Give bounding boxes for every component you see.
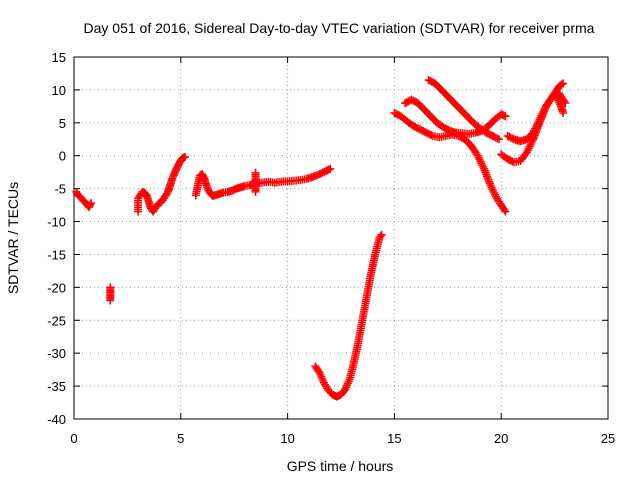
data-point [554, 96, 563, 105]
data-point [488, 185, 497, 194]
y-axis-label: SDTVAR / TECUs [5, 182, 21, 294]
x-tick-label: 0 [70, 431, 77, 446]
data-point [501, 112, 510, 121]
y-tick-label: -25 [47, 313, 66, 328]
data-point [490, 188, 499, 197]
x-tick-label: 25 [601, 431, 615, 446]
data-series-1 [72, 187, 96, 212]
data-point [552, 92, 561, 101]
y-tick-label: -35 [47, 379, 66, 394]
data-point [534, 117, 543, 126]
data-point [523, 146, 532, 155]
y-tick-label: 15 [52, 50, 66, 65]
data-point [326, 164, 335, 173]
data-point [522, 148, 531, 157]
y-tick-label: 0 [59, 149, 66, 164]
data-point [535, 115, 544, 124]
data-points [72, 76, 570, 401]
data-point [536, 113, 545, 122]
data-point [525, 142, 534, 151]
y-tick-label: -15 [47, 247, 66, 262]
y-tick-label: -5 [54, 182, 66, 197]
y-tick-label: -40 [47, 412, 66, 427]
data-point [181, 153, 190, 162]
data-series-3 [134, 153, 190, 216]
y-tick-label: -10 [47, 215, 66, 230]
data-point [474, 153, 483, 162]
data-point [475, 155, 484, 164]
data-point [427, 131, 436, 140]
data-point [529, 128, 538, 137]
data-point [540, 106, 549, 115]
data-point [478, 161, 487, 170]
data-point [537, 111, 546, 120]
data-point [495, 135, 504, 144]
x-axis-label: GPS time / hours [287, 458, 394, 474]
data-point [487, 183, 496, 192]
data-point [501, 207, 510, 216]
x-tick-label: 20 [494, 431, 508, 446]
data-point [486, 181, 495, 190]
chart-title: Day 051 of 2016, Sidereal Day-to-day VTE… [84, 20, 595, 36]
data-point [559, 108, 568, 117]
data-series-12 [550, 89, 568, 117]
y-tick-label: -20 [47, 280, 66, 295]
data-point [251, 187, 260, 196]
x-tick-label: 5 [177, 431, 184, 446]
data-point [532, 121, 541, 130]
data-point [533, 119, 542, 128]
data-point [526, 140, 535, 149]
data-point [479, 163, 488, 172]
data-point [476, 157, 485, 166]
data-series-2 [106, 283, 115, 305]
data-point [500, 206, 509, 215]
data-series-6 [311, 230, 386, 401]
data-series-9 [424, 76, 504, 144]
data-point [556, 100, 565, 109]
data-series-7 [390, 108, 510, 216]
data-point [531, 123, 540, 132]
data-point [491, 190, 500, 199]
grid-lines [74, 57, 608, 419]
data-point [550, 89, 559, 98]
data-point [528, 137, 537, 146]
data-point [376, 232, 385, 241]
data-series-4 [191, 164, 335, 200]
data-point [106, 296, 115, 305]
data-point [527, 139, 536, 148]
data-point [530, 126, 539, 135]
x-tick-label: 10 [280, 431, 294, 446]
data-point [489, 186, 498, 195]
data-point [553, 94, 562, 103]
x-tick-label: 15 [387, 431, 401, 446]
data-point [555, 98, 564, 107]
data-point [493, 134, 502, 143]
data-point [524, 144, 533, 153]
data-point [551, 91, 560, 100]
data-point [87, 199, 96, 208]
y-tick-label: -30 [47, 346, 66, 361]
axis-ticks [73, 56, 609, 420]
data-point [473, 151, 482, 160]
data-point [538, 109, 547, 118]
data-point [377, 230, 386, 239]
data-point [539, 108, 548, 117]
y-tick-label: 10 [52, 83, 66, 98]
data-point [531, 124, 540, 133]
data-point [559, 79, 568, 88]
data-point [477, 159, 486, 168]
data-series-5 [251, 168, 260, 196]
x-tick-labels: 0 5 10 15 20 25 [70, 431, 615, 446]
y-tick-labels: 15 10 5 0 -5 -10 -15 -20 -25 -30 -35 -40 [47, 50, 66, 427]
data-point [557, 80, 566, 89]
y-tick-label: 5 [59, 116, 66, 131]
plot-frame [73, 56, 609, 420]
